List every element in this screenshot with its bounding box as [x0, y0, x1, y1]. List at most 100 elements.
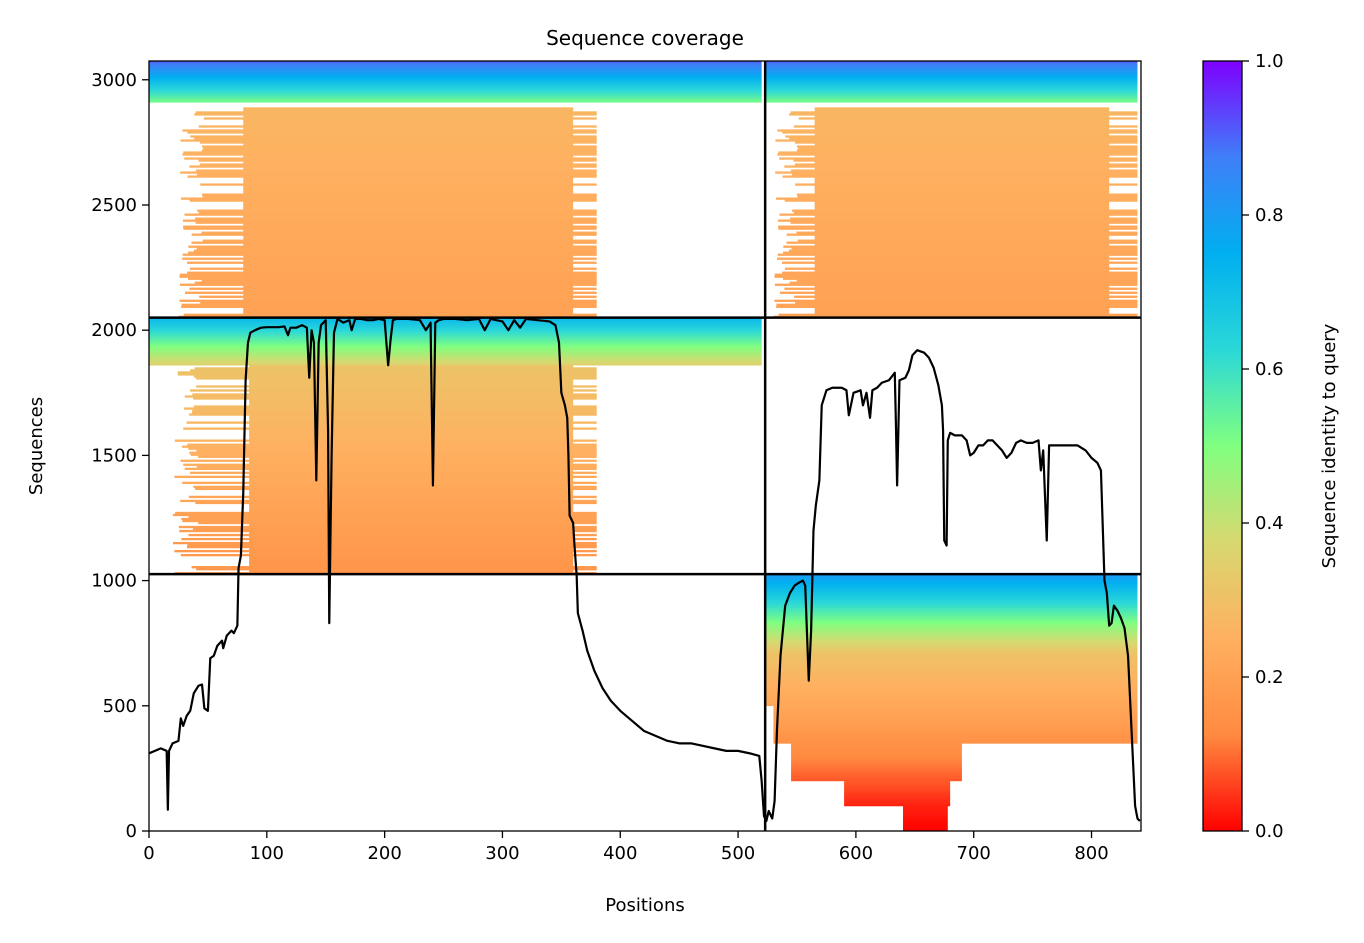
msa-row: [149, 100, 762, 103]
msa-row: [175, 511, 597, 515]
msa-row: [199, 163, 597, 166]
msa-row: [773, 717, 1138, 720]
msa-row: [195, 169, 597, 172]
msa-row: [765, 617, 1138, 621]
msa-row: [765, 88, 1138, 91]
colorbar-ticks: 0.0 0.2 0.4 0.6 0.8 1.0: [1242, 51, 1284, 842]
msa-row: [249, 539, 574, 543]
msa-row: [782, 277, 1138, 280]
msa-row: [191, 411, 597, 414]
msa-row: [765, 619, 1138, 623]
msa-row: [765, 595, 1138, 599]
msa-row: [249, 558, 574, 561]
msa-row: [903, 815, 948, 818]
msa-row: [243, 207, 574, 210]
msa-row: [814, 133, 1110, 136]
y-tick-label: 0: [126, 821, 137, 842]
msa-row: [784, 199, 1138, 202]
msa-row: [765, 590, 1138, 593]
msa-row: [243, 285, 574, 288]
msa-row: [765, 96, 1138, 99]
msa-row: [197, 455, 597, 458]
msa-row: [791, 774, 962, 778]
msa-row: [775, 171, 1138, 174]
msa-row: [903, 813, 948, 816]
msa-row: [844, 796, 951, 799]
msa-row: [776, 303, 1138, 306]
msa-row: [249, 419, 574, 422]
msa-row: [179, 529, 597, 533]
msa-row: [202, 193, 597, 196]
msa-row: [814, 109, 1110, 112]
msa-row: [249, 477, 574, 481]
msa-row: [196, 377, 597, 380]
x-tick-label: 600: [839, 843, 873, 864]
msa-row: [149, 323, 762, 326]
msa-row: [192, 527, 597, 531]
msa-row: [174, 439, 597, 442]
msa-row: [814, 309, 1110, 312]
msa-row: [765, 72, 1138, 76]
msa-row: [194, 137, 597, 140]
msa-row: [814, 215, 1110, 218]
msa-row: [179, 273, 597, 276]
msa-row: [773, 729, 1138, 732]
msa-row: [844, 790, 951, 793]
msa-row: [765, 653, 1138, 657]
msa-row: [188, 277, 597, 280]
msa-row: [188, 495, 597, 499]
msa-row: [765, 86, 1138, 89]
msa-row: [765, 701, 1138, 705]
msa-row: [765, 582, 1138, 585]
msa-row: [765, 588, 1138, 591]
msa-row: [149, 321, 762, 324]
msa-row: [903, 821, 948, 824]
msa-row: [184, 467, 597, 470]
msa-row: [765, 90, 1138, 93]
msa-row: [791, 757, 962, 760]
msa-row: [243, 185, 574, 188]
msa-row: [243, 107, 574, 110]
msa-row: [794, 141, 1138, 144]
msa-row: [149, 329, 762, 332]
msa-row: [243, 243, 574, 246]
msa-row: [181, 517, 597, 521]
msa-row: [765, 637, 1138, 641]
msa-row: [791, 753, 962, 756]
msa-row: [149, 319, 762, 322]
msa-row: [765, 687, 1138, 691]
msa-row: [792, 209, 1138, 212]
chart-title: Sequence coverage: [546, 26, 744, 50]
msa-row: [243, 143, 574, 146]
msa-row: [187, 175, 597, 178]
msa-row: [191, 241, 597, 244]
msa-row: [903, 807, 948, 811]
msa-row: [782, 271, 1138, 274]
msa-row: [186, 421, 597, 424]
msa-row: [183, 151, 597, 154]
msa-row: [249, 535, 574, 539]
msa-row: [765, 661, 1138, 665]
msa-row: [243, 205, 574, 208]
msa-row: [773, 739, 1138, 742]
msa-row: [765, 82, 1138, 85]
msa-row: [201, 279, 597, 282]
msa-row: [814, 191, 1110, 194]
msa-row: [765, 675, 1138, 679]
msa-row: [243, 289, 574, 292]
msa-row: [249, 381, 574, 384]
msa-row: [184, 157, 597, 160]
msa-row: [243, 161, 574, 164]
msa-row: [179, 283, 597, 286]
msa-row: [791, 771, 962, 774]
msa-row: [779, 157, 1138, 160]
msa-row: [189, 287, 597, 290]
msa-row: [249, 433, 574, 436]
msa-row: [765, 599, 1138, 603]
x-tick-label: 700: [957, 843, 991, 864]
msa-row: [765, 623, 1138, 627]
msa-row: [775, 197, 1138, 200]
msa-row: [187, 261, 597, 264]
msa-row: [814, 185, 1110, 188]
msa-row: [903, 811, 948, 814]
